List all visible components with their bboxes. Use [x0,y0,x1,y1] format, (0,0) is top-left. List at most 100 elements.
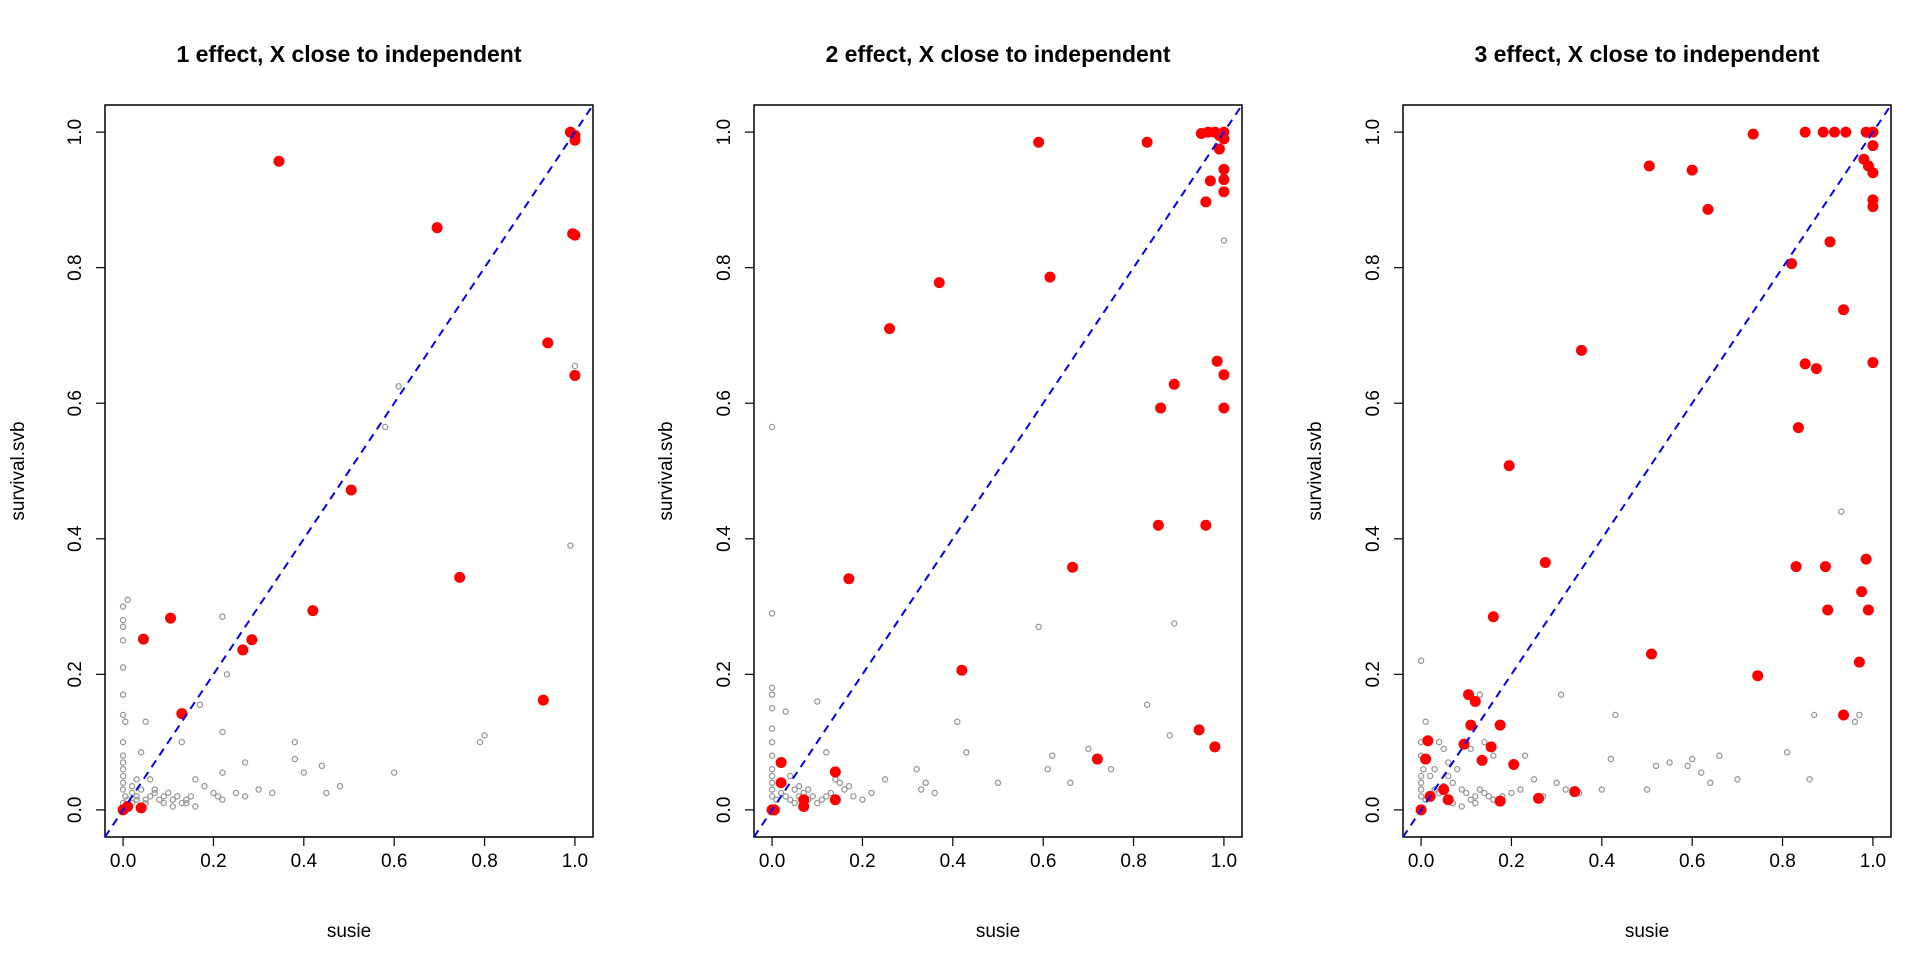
data-point-open [300,769,308,776]
data-point-open [137,786,145,793]
data-point-filled [1442,794,1454,806]
data-point-open [119,637,127,644]
data-point-filled [1218,174,1230,186]
data-point-filled [1799,126,1811,138]
data-point-open [1851,718,1859,726]
data-point-open [119,752,127,759]
data-point-open [1417,779,1425,787]
data-point-open [571,362,579,370]
data-point-filled [1209,741,1221,753]
data-point-open [151,786,158,793]
x-tick-label: 1.0 [1211,851,1237,872]
data-point-filled [1218,163,1230,175]
data-point-open [1417,793,1425,800]
data-point-filled [1819,561,1831,573]
data-point-open [1476,786,1484,793]
data-point-filled [1469,695,1481,707]
data-point-open [219,796,226,803]
data-point-filled [1752,670,1764,682]
data-point-open [381,423,389,431]
data-point-open [1426,772,1434,780]
data-point-open [1652,762,1660,770]
data-point-filled [829,766,841,778]
data-point-open [183,799,190,807]
data-point-open [1472,799,1479,807]
x-tick-label: 0.4 [940,851,967,872]
data-point-open [1085,745,1092,753]
data-point-filled [1141,136,1153,148]
data-point-open [1481,738,1488,746]
data-point-open [223,671,231,678]
data-point-filled [1487,611,1499,623]
y-tick-label: 0.0 [714,797,735,823]
data-point-open [791,786,798,793]
data-point-open [823,793,830,800]
data-point-open [201,782,208,790]
data-point-open [768,704,776,712]
data-point-open [146,776,154,783]
y-tick-label: 0.4 [714,525,735,552]
data-point-open [169,803,177,810]
data-point-open [119,711,127,719]
data-point-filled [1168,378,1180,390]
data-point-filled [1867,357,1879,369]
data-point-filled [1824,236,1836,248]
data-point-open [291,755,299,763]
x-axis-label: susie [976,921,1020,942]
x-axis-label: susie [1625,921,1669,942]
data-point-open [1417,786,1425,793]
chart-title: 1 effect, X close to independent [176,41,521,67]
data-point-filled [1465,719,1477,731]
data-point-filled [1569,786,1581,798]
data-point-open [1453,765,1461,773]
data-point-filled [1838,304,1850,316]
x-tick-label: 0.4 [1589,851,1616,872]
data-point-open [1420,765,1427,773]
data-point-filled [1218,186,1230,198]
data-point-filled [1810,363,1822,375]
data-point-open [1417,772,1425,780]
data-point-open [133,793,140,800]
x-tick-label: 0.0 [1408,851,1434,872]
data-point-open [210,789,217,797]
data-point-filled [1503,460,1515,472]
data-point-open [119,616,127,624]
y-tick-label: 0.6 [65,390,86,416]
data-point-open [814,698,821,705]
data-point-filled [1420,753,1432,765]
data-point-open [1170,620,1178,627]
y-axis-label: survival.svb [8,421,29,520]
x-tick-label: 1.0 [1860,851,1886,872]
data-point-open [1444,759,1452,766]
data-point-open [1856,711,1863,719]
data-point-filled [1856,586,1868,598]
data-point-open [768,691,776,698]
data-point-filled [1438,784,1450,796]
data-point-filled [1204,175,1216,187]
data-point-filled [1817,126,1829,138]
data-point-open [1417,657,1425,665]
data-point-open [1440,745,1447,753]
data-point-filled [542,337,554,349]
data-point-open [241,793,249,800]
panel-2: 2 effect, X close to independent susie s… [656,41,1243,942]
data-point-open [1107,765,1115,773]
y-tick-label: 0.8 [1363,254,1384,280]
data-point-open [768,752,776,759]
data-point-open [119,772,127,780]
data-point-open [146,793,154,800]
data-point-open [183,796,190,803]
data-point-open [1806,776,1813,783]
data-point-filled [1218,369,1230,381]
data-point-open [963,749,970,756]
data-point-open [119,779,127,787]
data-point-filled [273,155,285,167]
data-point-open [151,789,158,797]
data-point-filled [135,802,147,814]
y-axis-label: survival.svb [1305,421,1326,520]
data-point-open [841,786,848,793]
data-point-filled [884,323,896,335]
data-point-open [291,738,299,746]
data-point-open [119,603,127,610]
